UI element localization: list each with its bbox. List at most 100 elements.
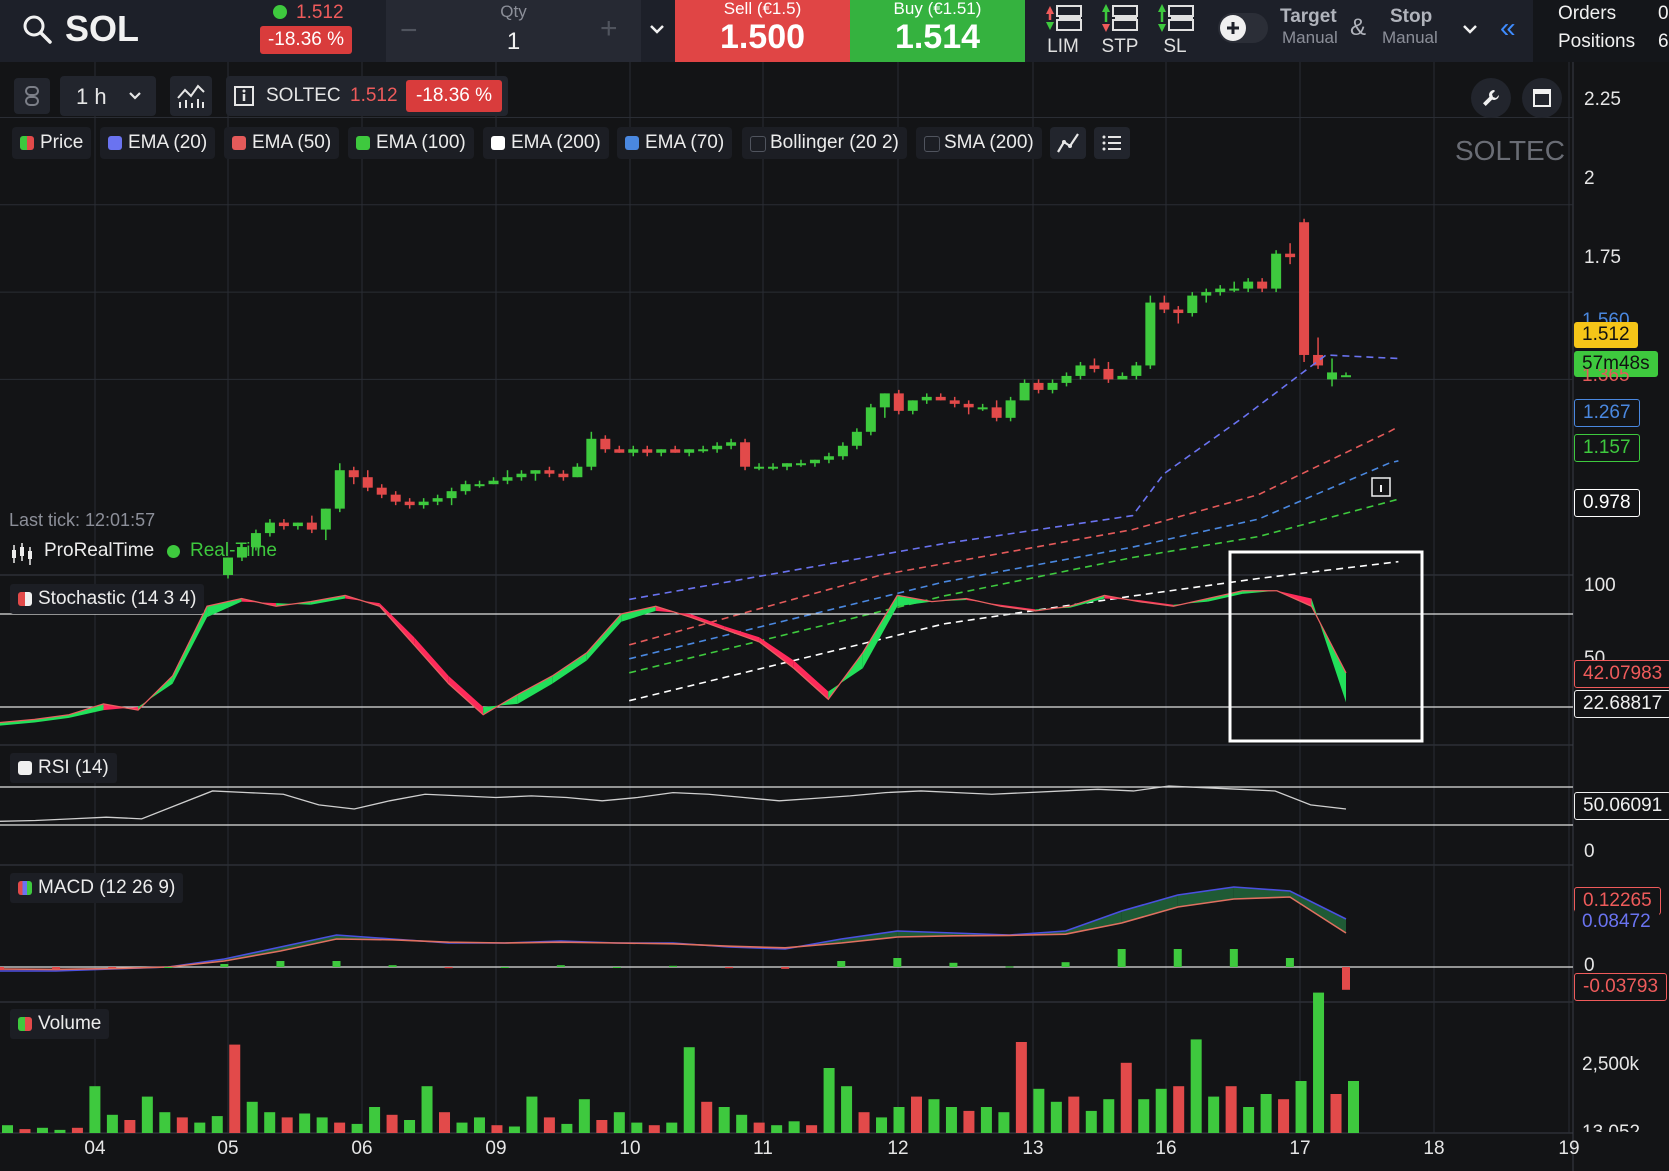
volume-bar: [1330, 1094, 1342, 1133]
ema200-value-badge: 0.978: [1574, 489, 1640, 517]
chevron-down-icon[interactable]: [1460, 16, 1480, 42]
macd-hist-bar: [164, 967, 173, 968]
macd-pane-label[interactable]: MACD (12 26 9): [10, 873, 184, 903]
limit-order-icon[interactable]: [1045, 2, 1085, 34]
candle-body: [726, 442, 737, 446]
search-icon[interactable]: [22, 14, 52, 44]
sell-button[interactable]: Sell (€1.5) 1.500: [675, 0, 850, 62]
stoch-band: [862, 595, 898, 669]
volume-bar: [1155, 1088, 1167, 1133]
ema100-value-badge: 1.157: [1574, 434, 1640, 462]
minus-icon[interactable]: −: [400, 14, 418, 47]
volume-bar: [980, 1107, 992, 1133]
stoch-d-badge: 22.68817: [1574, 690, 1669, 718]
candle-body: [446, 491, 457, 499]
highlight-box: [1228, 550, 1424, 743]
rsi-tick: 0: [1584, 841, 1595, 862]
legend-ema70[interactable]: EMA (70): [617, 127, 733, 159]
volume-bar: [246, 1101, 258, 1133]
stop-loss-icon[interactable]: [1157, 2, 1197, 34]
pane-title: Stochastic (14 3 4): [38, 588, 197, 609]
chevron-down-icon: [129, 92, 141, 100]
volume-value: 13,052: [1582, 1122, 1640, 1132]
add-indicator-button[interactable]: [1050, 127, 1086, 159]
candle-body: [264, 522, 275, 534]
plus-icon[interactable]: +: [600, 12, 618, 45]
legend-ema100[interactable]: EMA (100): [348, 127, 474, 159]
target-title[interactable]: Target: [1280, 6, 1337, 27]
chart-type-button[interactable]: [170, 76, 212, 116]
candle-body: [530, 470, 541, 474]
macd-hist-bar: [556, 965, 565, 967]
stop-order-icon[interactable]: [1101, 2, 1141, 34]
plus-circle-icon[interactable]: [1220, 15, 1246, 41]
volume-bar: [631, 1122, 643, 1133]
volume-tick: 2,500k: [1582, 1054, 1640, 1075]
orders-positions-panel[interactable]: [1533, 0, 1669, 62]
candle-body: [1215, 288, 1226, 293]
settings-wrench-button[interactable]: [1471, 78, 1511, 118]
instrument-info[interactable]: SOLTEC 1.512 -18.36 %: [226, 76, 508, 116]
volume-swatch: [18, 1017, 32, 1031]
instrument-name: SOLTEC: [266, 85, 341, 106]
stochastic-pane-label[interactable]: Stochastic (14 3 4): [10, 584, 205, 614]
candle-body: [851, 431, 862, 446]
stoch-band: [0, 719, 35, 726]
legend-ema200[interactable]: EMA (200): [483, 127, 609, 159]
chevron-down-icon[interactable]: [646, 14, 668, 44]
volume-bar: [543, 1117, 555, 1133]
candle-body: [614, 449, 625, 453]
ema50-value-badge: 1.365: [1582, 369, 1630, 383]
candle-body: [1159, 302, 1170, 310]
wrench-icon: [1483, 90, 1499, 106]
indicator-list-button[interactable]: [1094, 127, 1130, 159]
volume-bar: [613, 1112, 625, 1133]
legend-label: SMA (200): [944, 132, 1034, 153]
timeframe-selector[interactable]: 1 h: [60, 76, 156, 116]
positions-label[interactable]: Positions: [1558, 31, 1636, 52]
price-chart[interactable]: [0, 62, 1669, 1171]
candle-body: [1173, 309, 1184, 314]
qty-input[interactable]: 1: [506, 28, 521, 55]
ema200-swatch: [491, 136, 505, 150]
orders-label[interactable]: Orders: [1558, 3, 1617, 24]
chart-info-icon: [1371, 477, 1391, 497]
candle-body: [1075, 365, 1086, 376]
rsi-pane-label[interactable]: RSI (14): [10, 753, 117, 783]
candle-body: [1061, 375, 1072, 383]
legend-ema20[interactable]: EMA (20): [100, 127, 216, 159]
macd-line: [0, 886, 1347, 972]
order-type-lim[interactable]: LIM: [1047, 36, 1079, 57]
volume-bar: [176, 1117, 188, 1133]
candle-body: [670, 449, 681, 453]
order-type-sl[interactable]: SL: [1163, 36, 1187, 57]
order-type-stp[interactable]: STP: [1101, 36, 1139, 57]
candle-body: [544, 470, 555, 474]
volume-bar: [194, 1122, 206, 1133]
stop-title[interactable]: Stop: [1390, 6, 1433, 27]
maximize-button[interactable]: [1522, 78, 1562, 118]
legend-sma200[interactable]: SMA (200): [916, 127, 1042, 159]
stop-mode[interactable]: Manual: [1382, 28, 1438, 47]
target-mode[interactable]: Manual: [1282, 28, 1338, 47]
quantity-stepper[interactable]: [386, 0, 641, 62]
candle-body: [782, 463, 792, 467]
time-label: 13: [1022, 1138, 1044, 1159]
time-label: 12: [887, 1138, 909, 1159]
lock-button[interactable]: [14, 78, 50, 114]
legend-price[interactable]: Price: [12, 127, 92, 159]
candle-body: [1229, 288, 1240, 291]
volume-pane-label[interactable]: Volume: [10, 1009, 110, 1039]
legend-ema50[interactable]: EMA (50): [224, 127, 340, 159]
stoch-band: [793, 660, 829, 700]
symbol-name[interactable]: SOL: [65, 8, 140, 49]
candle-body: [1131, 365, 1142, 376]
volume-bar: [141, 1096, 153, 1133]
legend-bollinger[interactable]: Bollinger (20 2): [742, 127, 907, 159]
macd-hist-bar: [1342, 967, 1350, 990]
buy-button[interactable]: Buy (€1.51) 1.514: [850, 0, 1025, 62]
collapse-panel-icon[interactable]: «: [1500, 12, 1516, 43]
info-icon[interactable]: [234, 86, 254, 106]
stoch-band: [552, 652, 587, 684]
stoch-band: [414, 637, 449, 684]
